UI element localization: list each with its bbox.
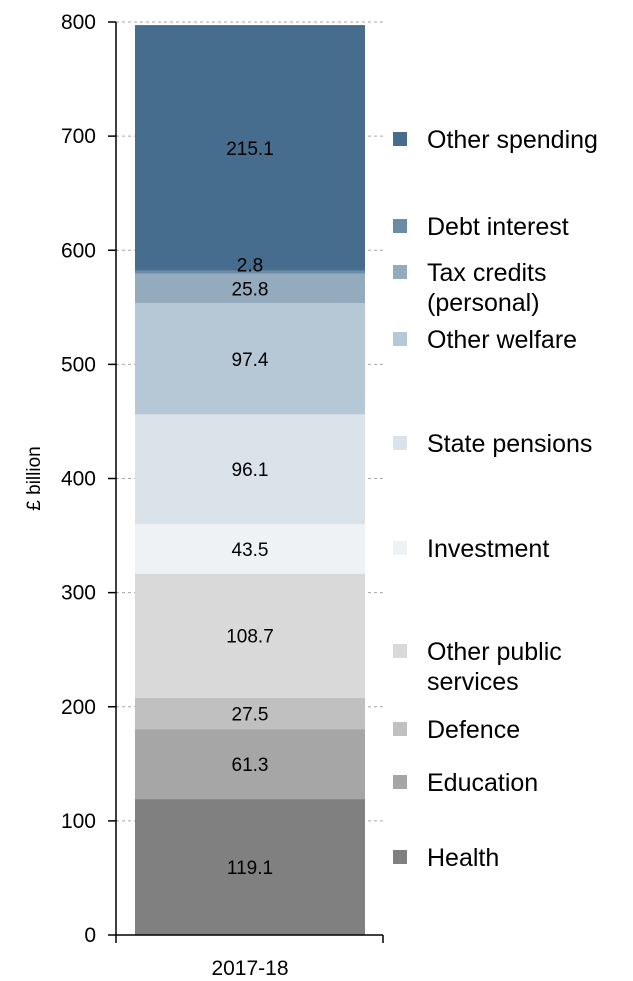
data-label-defence: 27.5: [232, 704, 269, 725]
data-label-other-spending: 215.1: [226, 139, 274, 160]
data-label-education: 61.3: [232, 755, 269, 776]
legend-label-debt-interest: Debt interest: [427, 213, 569, 241]
legend-swatch-other-public-services: [393, 644, 407, 658]
data-label-other-welfare: 97.4: [232, 350, 269, 371]
legend-swatch-education: [393, 775, 407, 789]
legend-label-other-public-services: Other public services: [427, 638, 562, 696]
data-label-debt-interest: 2.8: [237, 256, 263, 277]
legend-label-education: Education: [427, 769, 538, 797]
bar-segment-investment: [135, 524, 365, 574]
bar-segment-education: [135, 729, 365, 800]
legend-swatch-debt-interest: [393, 219, 407, 233]
y-tick-label-200: 200: [61, 696, 96, 719]
bar-segment-health: [135, 799, 365, 935]
legend-swatch-health: [393, 850, 407, 864]
y-tick-label-600: 600: [61, 239, 96, 262]
legend-swatch-tax-credits-personal: [393, 265, 407, 279]
legend-label-tax-credits-personal: Tax credits (personal): [427, 259, 546, 317]
bar-segment-tax-credits-personal: [135, 273, 365, 304]
legend: Other spending Debt interest Tax credits (p…: [393, 126, 598, 872]
y-tick-label-0: 0: [84, 924, 96, 947]
x-tick-label-2017-18: 2017-18: [211, 957, 288, 980]
legend-label-other-spending: Other spending: [427, 126, 598, 154]
data-label-tax-credits-personal: 25.8: [232, 279, 269, 300]
data-label-health: 119.1: [227, 858, 273, 879]
data-label-state-pensions: 96.1: [232, 460, 269, 481]
y-tick-label-300: 300: [61, 582, 96, 605]
legend-swatch-other-spending: [393, 132, 407, 146]
y-tick-label-400: 400: [61, 468, 96, 491]
legend-swatch-state-pensions: [393, 436, 407, 450]
y-tick-label-800: 800: [61, 11, 96, 34]
bar-segment-other-public-services: [135, 573, 365, 698]
y-axis-title: £ billion: [24, 446, 45, 510]
legend-swatch-other-welfare: [393, 332, 407, 346]
bar-segment-defence: [135, 697, 365, 730]
data-label-investment: 43.5: [232, 540, 269, 561]
legend-swatch-investment: [393, 541, 407, 555]
y-axis-ticks: 0 100 200 300 400 500 600 700 800: [61, 11, 384, 947]
legend-label-defence: Defence: [427, 716, 520, 744]
legend-label-investment: Investment: [427, 535, 549, 563]
data-label-other-public-services: 108.7: [226, 627, 274, 648]
legend-label-health: Health: [427, 844, 499, 872]
bar-segment-other-spending: [135, 25, 365, 271]
bar-stack: [135, 25, 365, 935]
y-tick-label-100: 100: [61, 810, 96, 833]
y-tick-label-500: 500: [61, 353, 96, 376]
y-tick-label-700: 700: [61, 125, 96, 148]
legend-swatch-defence: [393, 722, 407, 736]
data-labels: 119.1 61.3 27.5 108.7 43.5 96.1 97.4 25.82.8 215…: [226, 139, 274, 879]
bar-segment-debt-interest: [135, 270, 365, 274]
legend-label-other-welfare: Other welfare: [427, 326, 577, 354]
bar-segment-state-pensions: [135, 414, 365, 525]
bar-segment-other-welfare: [135, 303, 365, 415]
legend-label-state-pensions: State pensions: [427, 430, 592, 458]
